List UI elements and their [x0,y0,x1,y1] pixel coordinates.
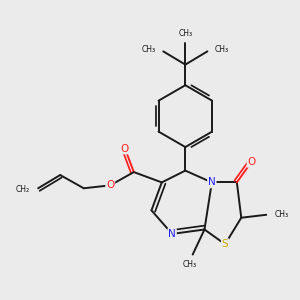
Text: CH₂: CH₂ [15,185,29,194]
Text: O: O [106,180,114,190]
Text: CH₃: CH₃ [142,45,156,54]
Text: S: S [222,239,228,249]
Text: CH₃: CH₃ [183,260,197,269]
Text: N: N [168,229,176,239]
Text: N: N [208,177,216,188]
Text: O: O [248,157,256,167]
Text: CH₃: CH₃ [178,29,192,38]
Text: O: O [121,143,129,154]
Text: CH₃: CH₃ [215,45,229,54]
Text: CH₃: CH₃ [274,210,289,219]
